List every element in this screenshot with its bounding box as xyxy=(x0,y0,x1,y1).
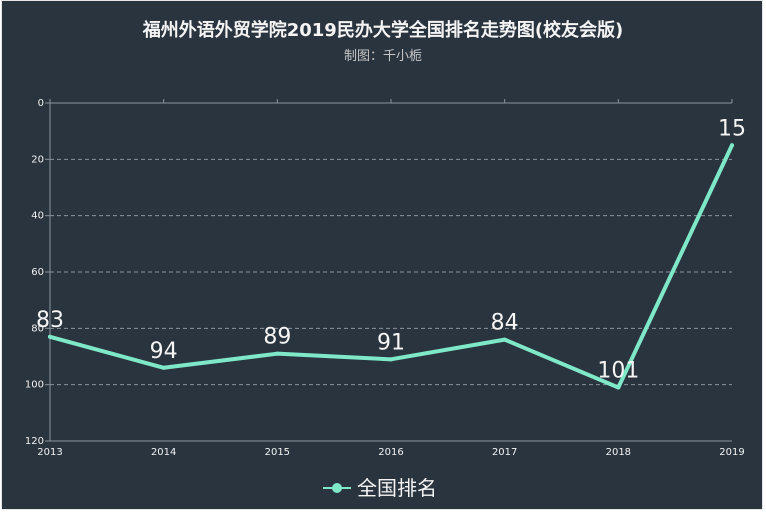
data-point xyxy=(730,143,734,148)
legend-marker-icon xyxy=(332,483,342,493)
data-label: 94 xyxy=(150,339,178,364)
y-tick-label: 20 xyxy=(31,154,44,165)
data-point xyxy=(502,337,507,342)
data-point xyxy=(48,334,52,339)
y-tick-label: 40 xyxy=(31,211,44,222)
y-tick-label: 100 xyxy=(25,380,44,391)
data-label: 89 xyxy=(263,325,291,350)
data-label: 91 xyxy=(377,330,405,355)
legend-label: 全国排名 xyxy=(357,476,437,500)
x-tick-label: 2015 xyxy=(265,447,290,458)
x-tick-label: 2017 xyxy=(492,447,517,458)
x-tick-label: 2016 xyxy=(378,447,403,458)
y-tick-label: 80 xyxy=(31,323,44,334)
data-point xyxy=(389,357,393,362)
data-point xyxy=(275,351,280,356)
data-point xyxy=(616,385,621,390)
chart-subtitle: 制图：千小栀 xyxy=(343,49,422,64)
x-tick-label: 2019 xyxy=(719,447,744,458)
x-tick-label: 2018 xyxy=(606,447,631,458)
chart-title: 福州外语外贸学院2019民办大学全国排名走势图(校友会版) xyxy=(142,20,624,41)
data-point xyxy=(161,365,166,370)
y-tick-label: 120 xyxy=(25,436,44,447)
data-label: 101 xyxy=(597,358,639,383)
data-label: 15 xyxy=(718,116,746,141)
x-tick-label: 2013 xyxy=(37,447,62,458)
y-tick-label: 0 xyxy=(38,98,44,109)
y-tick-label: 60 xyxy=(31,267,44,278)
data-label: 84 xyxy=(491,311,519,336)
x-tick-label: 2014 xyxy=(151,447,176,458)
data-label: 83 xyxy=(36,308,64,333)
